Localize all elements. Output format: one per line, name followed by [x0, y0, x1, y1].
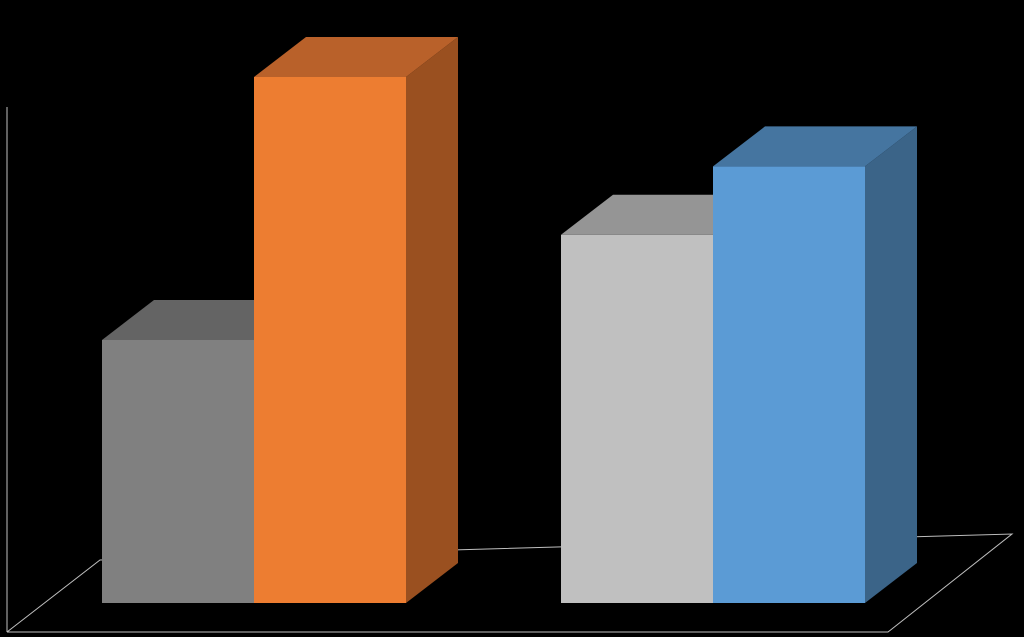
bar-g1-s2-side — [406, 37, 458, 603]
bar-g1-s2-front — [254, 77, 406, 603]
bars-layer — [102, 37, 917, 604]
bar-g2-s2-side — [865, 126, 917, 604]
bar-g1-s2-top — [254, 37, 458, 77]
bar-g2-s2-top — [713, 126, 917, 167]
floor-outline — [6, 533, 1014, 633]
bar-g2-s1-front — [561, 234, 713, 604]
bar-g1-s1-front — [102, 340, 254, 603]
axes-layer — [6, 107, 1014, 633]
bar-g2-s2-front — [713, 166, 865, 604]
